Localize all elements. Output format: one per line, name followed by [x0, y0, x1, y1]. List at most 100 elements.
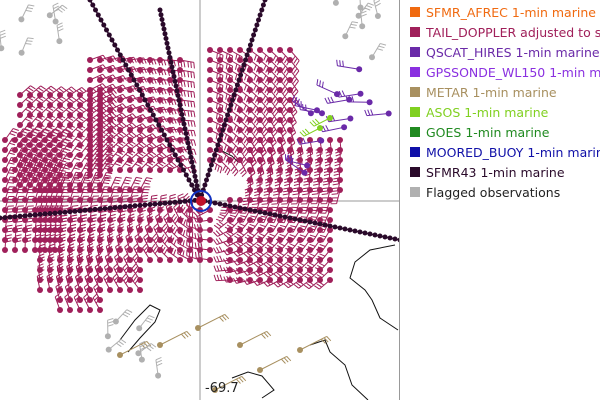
tail-doppler-barb [87, 87, 107, 98]
flagged-barb [18, 4, 35, 23]
legend-item[interactable]: SFMR_AFREC 1-min marine [404, 2, 600, 22]
legend-label: ASOS 1-min marine [426, 104, 549, 120]
tail-doppler-barb [302, 177, 313, 196]
legend-item[interactable]: SFMR43 1-min marine [404, 162, 600, 182]
tail-doppler-barb [325, 137, 333, 157]
tail-doppler-barb [52, 176, 67, 193]
tail-doppler-barb [282, 177, 293, 196]
tail-doppler-barb [86, 243, 95, 263]
tail-doppler-barb [87, 176, 102, 193]
tail-doppler-barb [292, 177, 303, 196]
tail-doppler-barb [290, 187, 303, 205]
asos-barb [299, 125, 323, 137]
qscat-barb [335, 90, 364, 98]
legend-color-swatch [410, 27, 420, 37]
tail-doppler-barb [117, 176, 132, 193]
tail-doppler-barb [247, 137, 258, 157]
tail-doppler-barb [17, 104, 36, 118]
metar-barb [297, 335, 332, 353]
sfmr43-track [89, 0, 201, 201]
tail-doppler-barb [193, 215, 213, 223]
tail-doppler-barb [87, 64, 108, 73]
tail-doppler-barb [242, 187, 253, 206]
tail-doppler-barb [106, 233, 115, 253]
wind-observation-map[interactable]: -69.7 [0, 0, 400, 400]
tail-doppler-barb [107, 93, 127, 103]
tail-doppler-barb [263, 267, 283, 278]
coastline [309, 339, 369, 400]
tail-doppler-barb [147, 57, 167, 66]
tail-doppler-barb [273, 257, 293, 270]
tail-doppler-barb [304, 267, 323, 280]
tail-doppler-barb [167, 163, 187, 173]
tail-doppler-barb [287, 127, 296, 148]
tail-doppler-barb [87, 157, 104, 173]
tail-doppler-barb [287, 107, 297, 127]
tail-doppler-barb [157, 117, 177, 125]
tail-doppler-barb [97, 93, 117, 103]
tail-doppler-barb [147, 97, 167, 105]
tail-doppler-barb [117, 103, 137, 113]
tail-doppler-barb [97, 74, 117, 83]
tail-doppler-barb [287, 47, 300, 66]
tail-doppler-barb [267, 147, 275, 168]
tail-doppler-barb [32, 176, 47, 193]
tail-doppler-barb [267, 77, 280, 96]
tail-doppler-barb [117, 158, 135, 173]
longitude-label: -69.7 [205, 381, 239, 396]
tail-doppler-barb [17, 85, 36, 98]
legend-item[interactable]: GOES 1-min marine [404, 122, 600, 142]
tail-doppler-barb [193, 224, 213, 233]
legend-item[interactable]: Flagged observations [404, 182, 600, 202]
legend-color-swatch [410, 67, 420, 77]
wind-barb-plot[interactable] [0, 0, 400, 400]
legend-item[interactable]: METAR 1-min marine [404, 82, 600, 102]
tail-doppler-barb [294, 267, 313, 280]
legend-label: METAR 1-min marine [426, 84, 557, 100]
legend-item[interactable]: MOORED_BUOY 1-min marine [404, 142, 600, 162]
tail-doppler-barb [227, 157, 239, 177]
tail-doppler-barb [2, 166, 17, 183]
flagged-barb [373, 0, 381, 19]
legend-item[interactable]: ASOS 1-min marine [404, 102, 600, 122]
tail-doppler-barb [253, 247, 273, 259]
qscat-barb [285, 154, 311, 169]
legend-item[interactable]: GPSSONDE_WL150 1-min marine [404, 62, 600, 82]
tail-doppler-barb [319, 197, 333, 214]
sfmr43-track [199, 199, 399, 241]
tail-doppler-barb [22, 186, 36, 203]
tail-doppler-barb [237, 157, 247, 177]
legend-item[interactable]: QSCAT_HIRES 1-min marine [404, 42, 600, 62]
tail-doppler-barb [254, 237, 273, 250]
tail-doppler-barb [247, 157, 256, 178]
tail-doppler-barb [257, 147, 266, 167]
tail-doppler-barb [255, 167, 263, 187]
tail-doppler-barb [294, 257, 313, 271]
tail-doppler-barb [213, 227, 233, 237]
tail-doppler-barb [137, 67, 157, 75]
tail-doppler-barb [137, 177, 153, 193]
tail-doppler-barb [322, 167, 333, 186]
tail-doppler-barb [287, 77, 299, 97]
tail-doppler-barb [179, 204, 193, 223]
tail-doppler-barb [195, 251, 213, 263]
tail-doppler-barb [257, 137, 267, 157]
tail-doppler-barb [32, 234, 42, 253]
legend: SFMR_AFREC 1-min marine TAIL_DOPPLER adju… [404, 2, 600, 202]
tail-doppler-barb [277, 87, 289, 107]
tail-doppler-barb [117, 85, 138, 93]
qscat-barb [296, 137, 325, 145]
metar-barb [237, 330, 272, 348]
tail-doppler-barb [66, 263, 74, 283]
tail-doppler-barb [277, 97, 289, 117]
legend-label: SFMR_AFREC 1-min marine [426, 4, 596, 20]
tail-doppler-barb [12, 166, 27, 183]
legend-item[interactable]: TAIL_DOPPLER adjusted to sfc [404, 22, 600, 42]
tail-doppler-barb [57, 186, 71, 203]
tail-doppler-barb [217, 157, 231, 176]
tail-doppler-barb [46, 273, 54, 293]
tail-doppler-barb [52, 233, 61, 253]
flagged-barb [359, 7, 367, 30]
tail-doppler-barb [87, 101, 107, 113]
tail-doppler-barb [207, 47, 224, 62]
